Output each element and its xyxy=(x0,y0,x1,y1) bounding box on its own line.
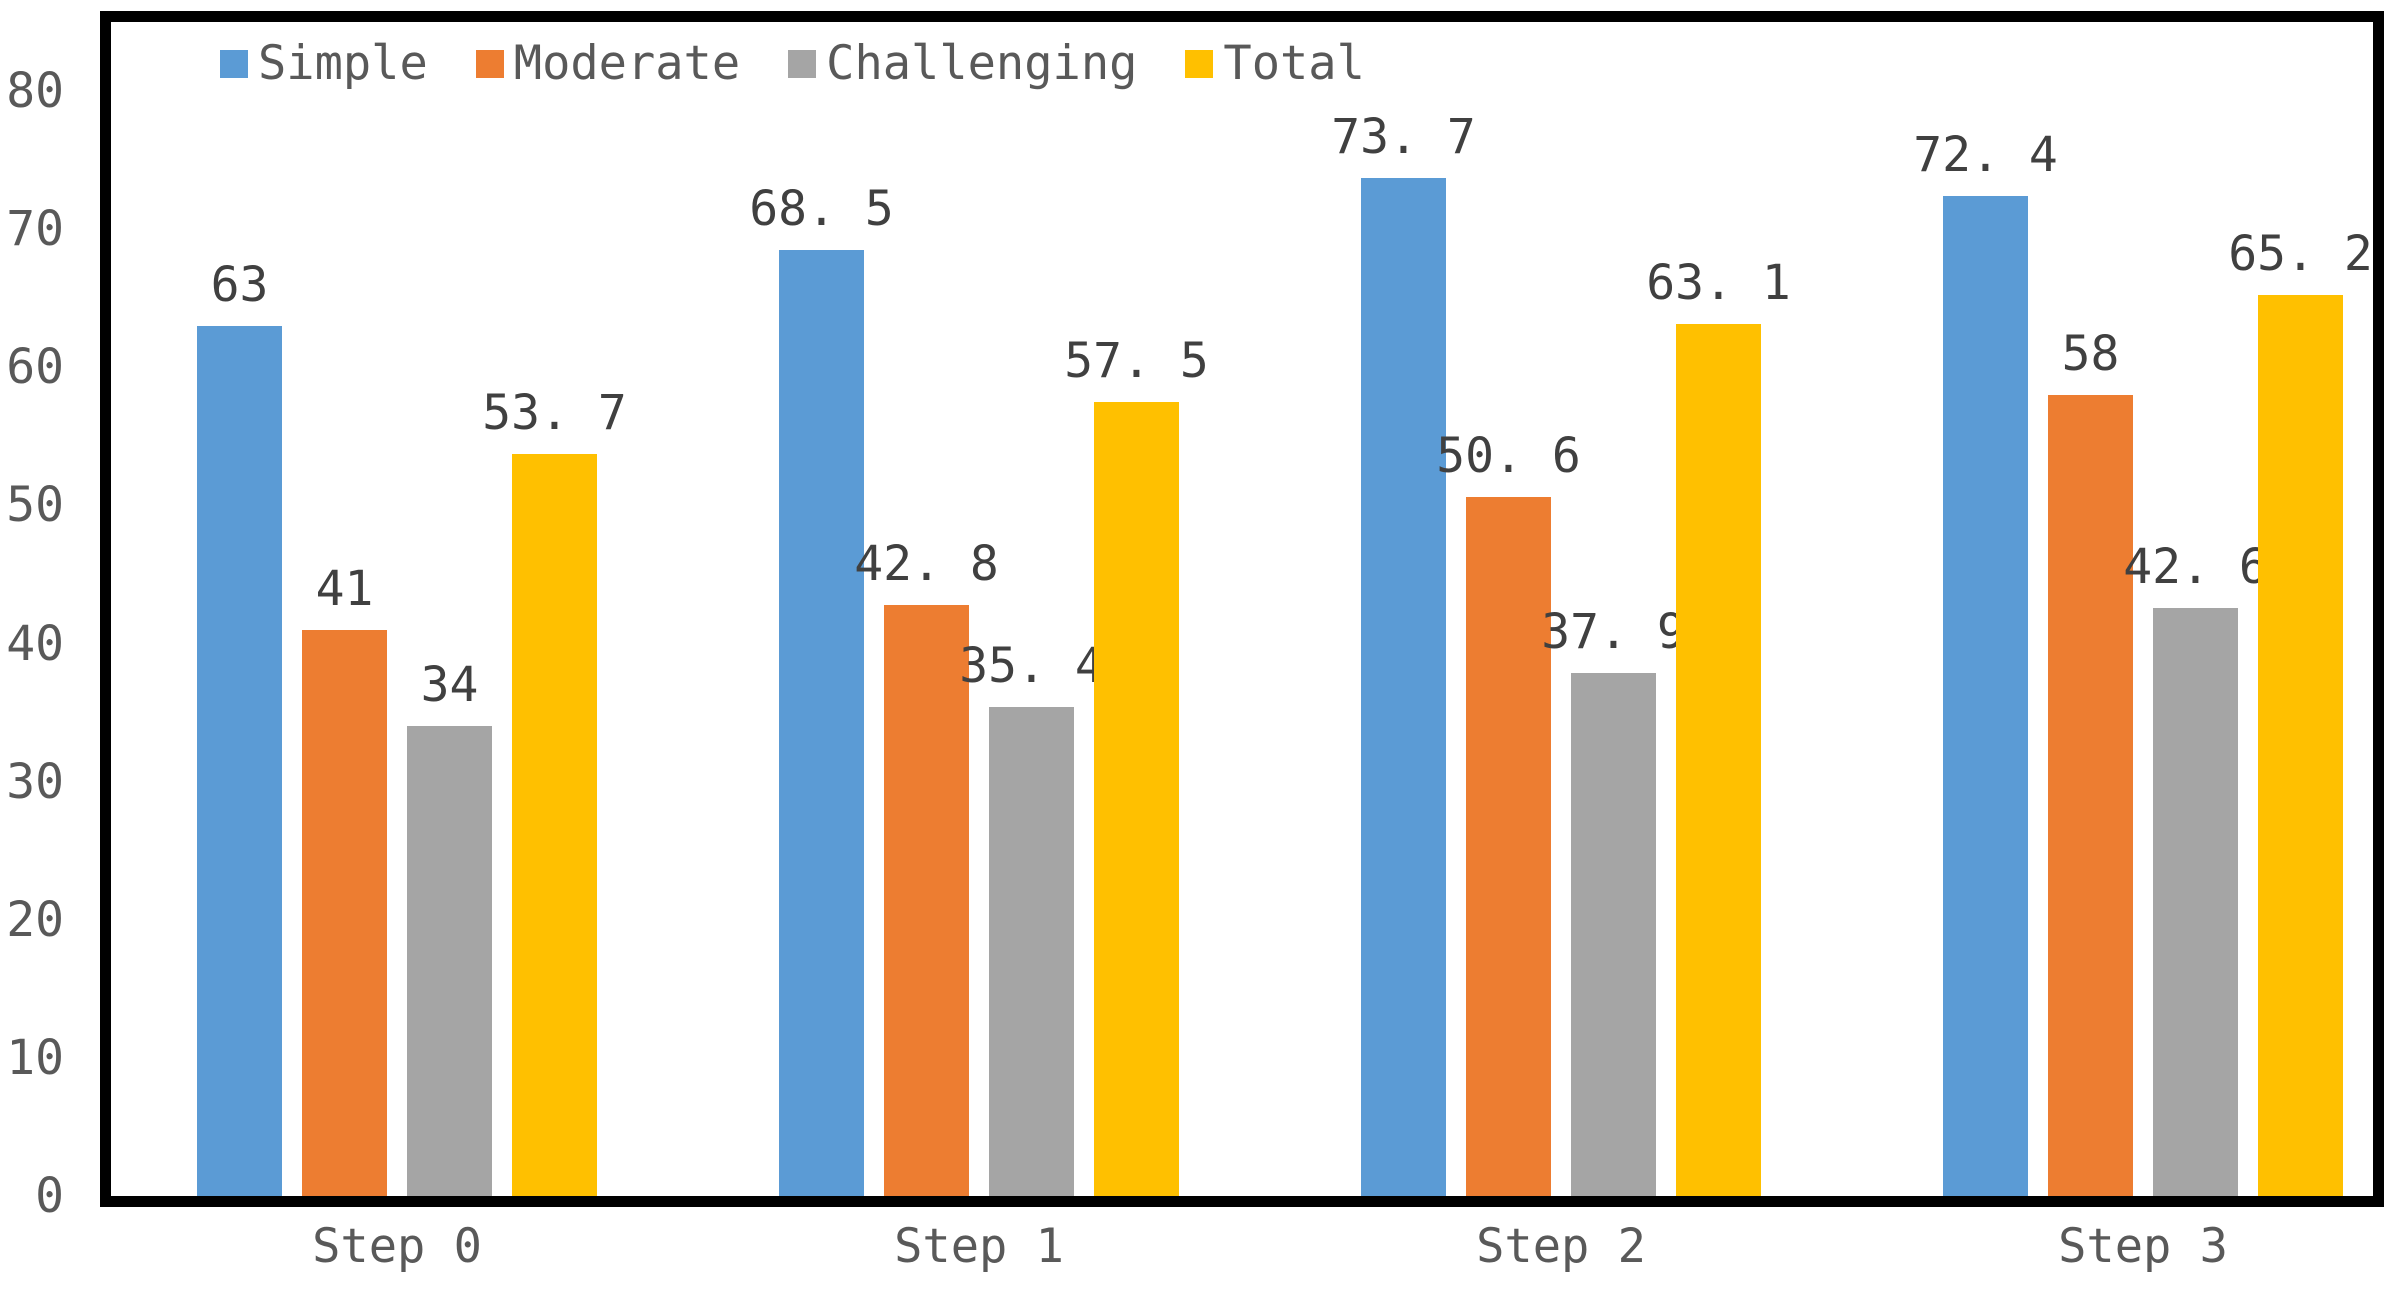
bar-moderate-step-3: 58 xyxy=(2048,327,2133,1196)
bar-groups: 63 41 34 53. 7 68. 5 42. 8 35. 4 57. 5 73. 7 50. … xyxy=(111,22,2373,1196)
y-tick-label-10: 10 xyxy=(6,1029,64,1086)
bar-total-step-3: 65. 2 xyxy=(2228,227,2373,1196)
bar-total-step-2: 63. 1 xyxy=(1646,256,1791,1196)
legend-label-simple: Simple xyxy=(258,36,428,91)
legend-item-total: Total xyxy=(1185,36,1365,91)
legend: Simple Moderate Challenging Total xyxy=(220,38,1365,90)
value-label-moderate-step-1: 42. 8 xyxy=(854,535,999,592)
value-label-challenging-step-2: 37. 9 xyxy=(1541,603,1686,660)
x-axis-label-step-2: Step 2 xyxy=(1476,1219,1646,1274)
value-label-challenging-step-1: 35. 4 xyxy=(959,638,1104,695)
legend-swatch-simple-icon xyxy=(220,50,248,78)
value-label-simple-step-0: 63 xyxy=(210,256,269,313)
bar-moderate-step-2: 50. 6 xyxy=(1436,429,1581,1196)
bar-simple-step-1: 68. 5 xyxy=(749,182,894,1196)
bar-moderate-step-1: 42. 8 xyxy=(854,537,999,1196)
bar-group-step-2: 73. 7 50. 6 37. 9 63. 1 xyxy=(1331,110,1791,1196)
legend-item-challenging: Challenging xyxy=(788,38,1137,90)
bar-total-step-0: 53. 7 xyxy=(482,386,627,1196)
value-label-challenging-step-0: 34 xyxy=(420,657,479,714)
value-label-moderate-step-2: 50. 6 xyxy=(1436,428,1581,485)
x-axis-label-step-3: Step 3 xyxy=(2058,1219,2228,1274)
bar-simple-step-0: 63 xyxy=(197,258,282,1196)
bar-total-step-1: 57. 5 xyxy=(1064,334,1209,1196)
bar-challenging-step-0: 34 xyxy=(407,658,492,1196)
x-axis-label-step-0: Step 0 xyxy=(312,1219,482,1274)
value-label-total-step-0: 53. 7 xyxy=(482,385,627,442)
x-axis-label-step-1: Step 1 xyxy=(894,1219,1064,1274)
y-tick-label-30: 30 xyxy=(6,753,64,810)
y-tick-label-20: 20 xyxy=(6,891,64,948)
bar-simple-step-2: 73. 7 xyxy=(1331,110,1476,1196)
y-tick-label-0: 0 xyxy=(35,1168,64,1224)
y-axis: 0 10 20 30 40 50 60 70 80 xyxy=(0,0,100,1296)
bar-simple-step-3: 72. 4 xyxy=(1913,128,2058,1196)
bar-group-step-3: 72. 4 58 42. 6 65. 2 xyxy=(1913,128,2373,1196)
bar-group-step-0: 63 41 34 53. 7 xyxy=(197,258,627,1196)
legend-swatch-challenging-icon xyxy=(788,50,817,78)
x-axis: Step 0 Step 1 Step 2 Step 3 xyxy=(111,1220,2373,1274)
value-label-total-step-3: 65. 2 xyxy=(2228,226,2373,283)
value-label-total-step-2: 63. 1 xyxy=(1646,255,1791,312)
plot-area: Simple Moderate Challenging Total 63 41 34 53.… xyxy=(100,11,2384,1207)
y-tick-label-40: 40 xyxy=(6,615,64,672)
value-label-moderate-step-0: 41 xyxy=(315,560,374,617)
value-label-total-step-1: 57. 5 xyxy=(1064,332,1209,389)
bar-group-step-1: 68. 5 42. 8 35. 4 57. 5 xyxy=(749,182,1209,1196)
value-label-moderate-step-3: 58 xyxy=(2061,325,2120,382)
legend-item-simple: Simple xyxy=(220,38,428,90)
bar-challenging-step-1: 35. 4 xyxy=(959,639,1104,1196)
y-tick-label-80: 80 xyxy=(6,63,64,120)
value-label-simple-step-1: 68. 5 xyxy=(749,180,894,237)
value-label-simple-step-2: 73. 7 xyxy=(1331,109,1476,166)
y-tick-label-50: 50 xyxy=(6,477,64,534)
bar-challenging-step-3: 42. 6 xyxy=(2123,540,2268,1196)
value-label-challenging-step-3: 42. 6 xyxy=(2123,538,2268,595)
legend-item-moderate: Moderate xyxy=(475,36,741,91)
value-label-simple-step-3: 72. 4 xyxy=(1913,127,2058,184)
bar-moderate-step-0: 41 xyxy=(302,562,387,1196)
legend-label-challenging: Challenging xyxy=(826,36,1138,91)
legend-label-total: Total xyxy=(1223,36,1365,91)
legend-label-moderate: Moderate xyxy=(513,36,741,91)
legend-swatch-total-icon xyxy=(1185,50,1214,78)
bar-challenging-step-2: 37. 9 xyxy=(1541,605,1686,1196)
y-tick-label-60: 60 xyxy=(6,339,64,396)
legend-swatch-moderate-icon xyxy=(475,50,504,78)
y-tick-label-70: 70 xyxy=(6,201,64,258)
